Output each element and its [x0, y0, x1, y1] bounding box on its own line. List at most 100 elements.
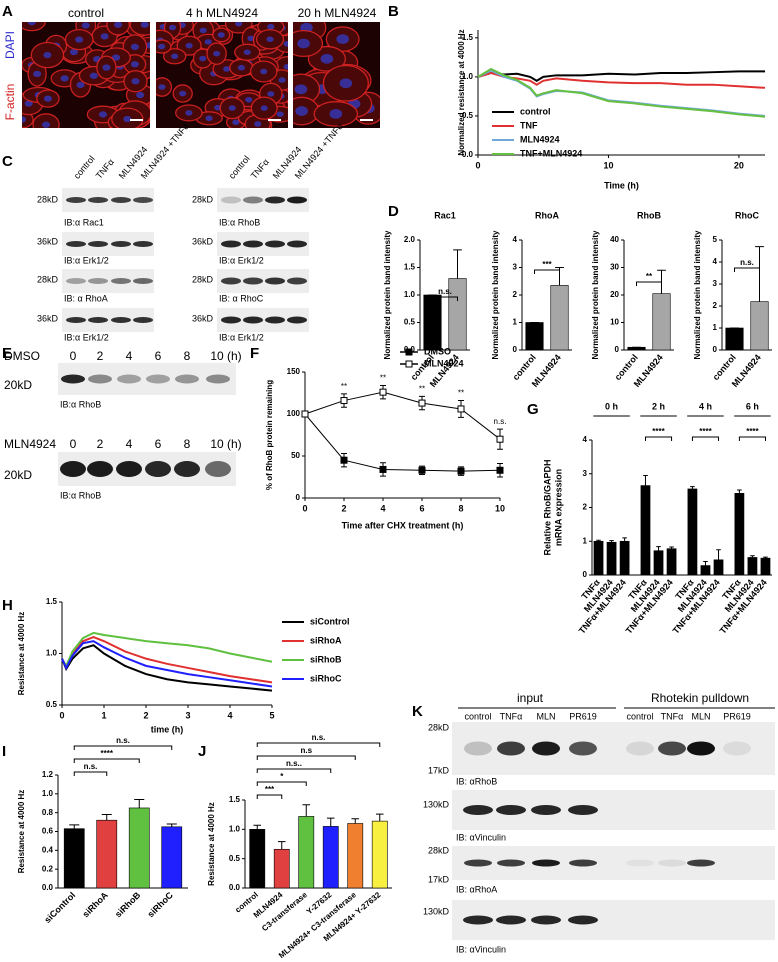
- y-tick-label: 4: [713, 257, 718, 266]
- band: [133, 278, 153, 284]
- annotation: n.s: [300, 746, 312, 755]
- nucleus: [33, 70, 42, 78]
- x-tick-label: 2: [341, 503, 346, 513]
- y-tick-label: 2: [583, 503, 588, 512]
- bar: [249, 829, 266, 889]
- band: [221, 277, 241, 285]
- error-bar: [669, 546, 674, 549]
- band: [265, 277, 285, 285]
- x-tick-label: 4: [227, 710, 232, 720]
- lane-label: MLN: [691, 711, 710, 721]
- panel-label: K: [412, 703, 423, 720]
- significance-bracket: [644, 436, 673, 441]
- nucleus: [43, 51, 52, 59]
- mw-marker: 20kD: [4, 378, 32, 392]
- y-tick-label: 0.0: [229, 883, 241, 892]
- error-bar: [351, 818, 360, 824]
- lane-label: MLN: [536, 711, 555, 721]
- y-tick-label: 1: [513, 318, 518, 327]
- y-tick-label: 1.5: [46, 597, 58, 606]
- nucleus: [89, 72, 98, 79]
- nucleus: [235, 22, 243, 27]
- nucleus: [223, 66, 231, 72]
- nucleus: [185, 110, 193, 116]
- y-tick-label: 50: [291, 451, 300, 460]
- band: [265, 196, 285, 204]
- error-bar: [622, 537, 627, 542]
- error-bar: [277, 841, 286, 850]
- mw-marker: 28kD: [428, 722, 450, 732]
- y-tick-label: 10: [610, 318, 619, 327]
- nucleus: [171, 53, 179, 60]
- nucleus: [199, 27, 207, 34]
- y-tick-label: 0.4: [42, 845, 54, 854]
- band: [687, 859, 715, 867]
- annotation: ****: [652, 427, 665, 436]
- band: [531, 915, 561, 925]
- y-axis-label: Relative RhoB/GAPDH: [542, 459, 552, 555]
- annotation: ***: [542, 260, 552, 269]
- nucleus: [27, 22, 36, 26]
- bar: [666, 548, 677, 576]
- annotation: ****: [746, 427, 759, 436]
- band: [205, 461, 231, 477]
- y-tick-label: 0.5: [229, 854, 241, 863]
- band: [146, 374, 170, 384]
- band: [265, 240, 285, 248]
- band: [687, 741, 715, 756]
- lane-label: TNFα: [500, 711, 523, 721]
- annotation: n.s..: [286, 759, 302, 768]
- group-label: 2 h: [652, 401, 665, 411]
- significance-bracket: [636, 281, 662, 286]
- mw-marker: 28kD: [192, 274, 214, 284]
- image-caption: 4 h MLN4924: [186, 6, 258, 20]
- nucleus: [267, 91, 275, 97]
- annotation: *: [280, 772, 284, 781]
- band: [287, 277, 307, 285]
- y-tick-label: 5: [713, 235, 718, 244]
- nucleus: [329, 108, 343, 119]
- x-tick-label: siRhoA: [80, 890, 110, 920]
- y-tick-label: 1.5: [404, 263, 416, 272]
- time-label: 0: [70, 437, 77, 451]
- nucleus: [136, 91, 145, 99]
- nucleus: [295, 106, 308, 116]
- point-marker: [405, 348, 413, 356]
- blot-label: IB:α Erk1/2: [64, 255, 109, 265]
- nucleus: [243, 49, 251, 56]
- y-tick-label: 0.2: [42, 864, 54, 873]
- bar: [371, 820, 388, 889]
- mw-marker: 17kD: [428, 765, 450, 775]
- y-tick-label: 40: [610, 235, 619, 244]
- error-bar: [453, 249, 462, 279]
- significance-bracket: [73, 745, 173, 750]
- cell: [106, 22, 130, 36]
- blot-label: IB: αVinculin: [456, 944, 506, 954]
- band: [658, 859, 686, 867]
- series-line: [304, 413, 501, 472]
- band: [265, 316, 285, 324]
- bar: [725, 327, 744, 351]
- panel-label: H: [2, 597, 13, 614]
- bar: [760, 557, 771, 576]
- panel-label: J: [198, 743, 206, 760]
- band: [497, 859, 525, 867]
- series-line: [477, 67, 766, 118]
- nucleus: [140, 22, 149, 28]
- error-bar: [703, 561, 708, 566]
- bar: [298, 816, 315, 889]
- error-bar: [755, 246, 764, 302]
- micrograph: [156, 22, 288, 128]
- mw-marker: 28kD: [192, 194, 214, 204]
- nucleus: [237, 64, 245, 71]
- nucleus: [158, 43, 166, 50]
- y-tick-label: 3: [713, 279, 718, 288]
- row-name: MLN4924: [4, 437, 56, 451]
- image-caption: 20 h MLN4924: [298, 6, 377, 20]
- blot-label: IB:α Erk1/2: [219, 332, 264, 342]
- error-bar: [643, 474, 648, 486]
- x-axis-label: Time after CHX treatment (h): [342, 520, 464, 530]
- x-tick-label: C3-transferase: [260, 890, 309, 933]
- micrograph: [22, 22, 150, 128]
- x-tick-label: 10: [603, 160, 613, 170]
